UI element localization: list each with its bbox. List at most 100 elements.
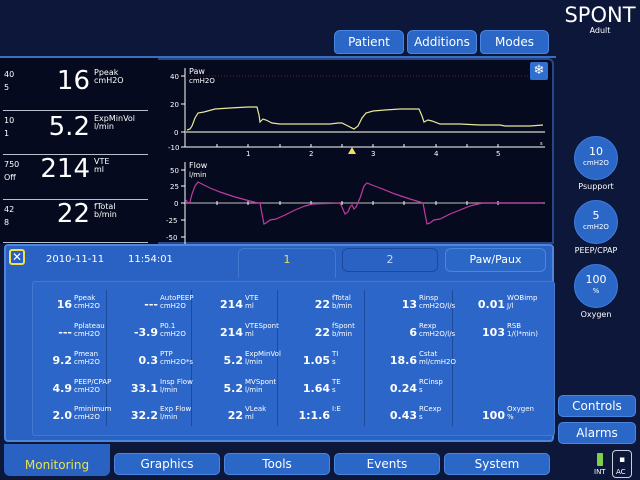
- cell-value: 22: [314, 326, 330, 339]
- ftotal-low-limit: 8: [4, 218, 10, 227]
- cell-unit: ml: [245, 330, 254, 338]
- monitoring-cell: 33.1 Insp Flow l/min: [108, 378, 228, 398]
- vte-low-limit: Off: [4, 173, 16, 182]
- peep-cpap-control[interactable]: 5 cmH2O: [574, 200, 618, 244]
- cell-unit: cmH2O/l/s: [419, 302, 456, 310]
- cell-value: 16: [56, 298, 72, 311]
- cell-label: PEEP/CPAP: [74, 378, 112, 386]
- cell-value: -3.9: [133, 326, 158, 339]
- waveform-panel: 40 20 0 -10 1 2 3 4 5 s Paw cmH2O: [158, 58, 554, 244]
- cell-unit: ml/cmH2O: [419, 358, 457, 366]
- expminvol-row[interactable]: 10 1 5.2 ExpMinVol l/min: [0, 108, 150, 152]
- oxygen-label: Oxygen: [580, 310, 612, 319]
- ftotal-row[interactable]: 42 8 22 fTotal b/min: [0, 197, 150, 241]
- cell-value: 1:1.6: [298, 409, 330, 422]
- cell-value: 22: [227, 409, 243, 422]
- monitoring-cell: [455, 378, 575, 398]
- divider: [3, 110, 148, 111]
- monitoring-cell: 1.64 TE s: [280, 378, 400, 398]
- main-monitoring-values: 40 5 16 Ppeak cmH2O 10 1 5.2 ExpMinVol l…: [0, 58, 158, 244]
- cell-unit: cmH2O: [74, 302, 100, 310]
- svg-text:-25: -25: [166, 217, 177, 225]
- cell-value: 0.3: [138, 354, 159, 367]
- psupport-value: 10: [589, 145, 603, 158]
- cell-label: Exp Flow: [160, 405, 192, 413]
- monitoring-table: [32, 281, 555, 436]
- alarms-button[interactable]: Alarms: [558, 422, 636, 444]
- monitoring-cell: 22 fSpont b/min: [280, 322, 400, 342]
- cell-label: Insp Flow: [160, 378, 193, 386]
- cell-unit: cmH2O/l/s: [419, 330, 456, 338]
- tab-system[interactable]: System: [444, 453, 550, 475]
- cell-unit: l/min: [245, 358, 263, 366]
- monitoring-cell: 103 RSB 1/(l*min): [455, 322, 575, 342]
- oxygen-control[interactable]: 100 %: [574, 264, 618, 308]
- svg-text:40: 40: [170, 73, 179, 81]
- cell-label: ExpMinVol: [245, 350, 281, 358]
- psupport-control[interactable]: 10 cmH2O: [574, 136, 618, 180]
- divider: [3, 154, 148, 155]
- monitoring-cell: --- Pplateau cmH2O: [22, 322, 142, 342]
- tab-graphics[interactable]: Graphics: [114, 453, 220, 475]
- peep-cpap-unit: cmH2O: [583, 223, 609, 231]
- svg-text:s: s: [540, 141, 543, 147]
- cell-value: ---: [144, 298, 158, 311]
- vte-row[interactable]: 750 Off 214 VTE ml: [0, 152, 150, 196]
- cell-unit: 1/(l*min): [507, 330, 538, 338]
- svg-text:5: 5: [496, 150, 500, 158]
- monitoring-cell: 9.2 Pmean cmH2O: [22, 350, 142, 370]
- tab-events[interactable]: Events: [334, 453, 440, 475]
- monitoring-cell: 0.43 RCexp s: [367, 405, 487, 425]
- cell-unit: cmH2O: [160, 330, 186, 338]
- cell-value: 1.64: [302, 382, 330, 395]
- tab-paw-paux[interactable]: Paw/Paux: [445, 248, 546, 272]
- tab-tools[interactable]: Tools: [224, 453, 330, 475]
- tab-1[interactable]: 1: [238, 248, 336, 278]
- ppeak-value: 16: [56, 66, 90, 96]
- cell-label: TI: [332, 350, 339, 358]
- divider: [3, 242, 148, 243]
- monitoring-cell: 5.2 ExpMinVol l/min: [193, 350, 313, 370]
- controls-button[interactable]: Controls: [558, 395, 636, 417]
- header-divider: [0, 56, 556, 58]
- svg-text:50: 50: [170, 167, 179, 175]
- additions-button[interactable]: Additions: [407, 30, 477, 54]
- tab-monitoring[interactable]: Monitoring: [4, 444, 110, 476]
- ppeak-row[interactable]: 40 5 16 Ppeak cmH2O: [0, 64, 150, 108]
- column-divider: [452, 290, 453, 426]
- svg-text:20: 20: [170, 101, 179, 109]
- cell-value: 13: [401, 298, 417, 311]
- cell-label: AutoPEEP: [160, 294, 194, 302]
- patient-button[interactable]: Patient: [334, 30, 404, 54]
- cell-value: 0.24: [389, 382, 417, 395]
- cell-value: 6: [409, 326, 417, 339]
- svg-text:2: 2: [309, 150, 313, 158]
- modes-button[interactable]: Modes: [480, 30, 549, 54]
- expminvol-value: 5.2: [48, 112, 90, 142]
- cell-unit: s: [332, 386, 336, 394]
- monitoring-cell: 22 fTotal b/min: [280, 294, 400, 314]
- ftotal-high-limit: 42: [4, 205, 15, 214]
- cell-unit: b/min: [332, 302, 353, 310]
- close-panel-button[interactable]: ✕: [9, 249, 25, 265]
- cell-label: VLeak: [245, 405, 267, 413]
- cell-label: Pplateau: [74, 322, 105, 330]
- svg-text:Flow: Flow: [189, 161, 208, 170]
- panel-time: 11:54:01: [128, 254, 173, 265]
- freeze-button[interactable]: ❄: [530, 62, 548, 80]
- ppeak-label: Ppeak: [94, 68, 119, 77]
- ftotal-unit: b/min: [94, 210, 117, 219]
- cell-label: MVSpont: [245, 378, 277, 386]
- power-indicator: ▪: [612, 450, 632, 478]
- cell-unit: cmH2O: [74, 358, 100, 366]
- cell-value: 33.1: [130, 382, 158, 395]
- tab-2[interactable]: 2: [342, 248, 438, 272]
- cell-unit: cmH2O: [160, 302, 186, 310]
- monitoring-cell: 4.9 PEEP/CPAP cmH2O: [22, 378, 142, 398]
- peep-cpap-value: 5: [592, 209, 600, 222]
- cell-label: RCinsp: [419, 378, 443, 386]
- cell-value: 5.2: [223, 354, 244, 367]
- monitoring-cell: 0.01 WOBimp J/l: [455, 294, 575, 314]
- cell-unit: %: [507, 413, 514, 421]
